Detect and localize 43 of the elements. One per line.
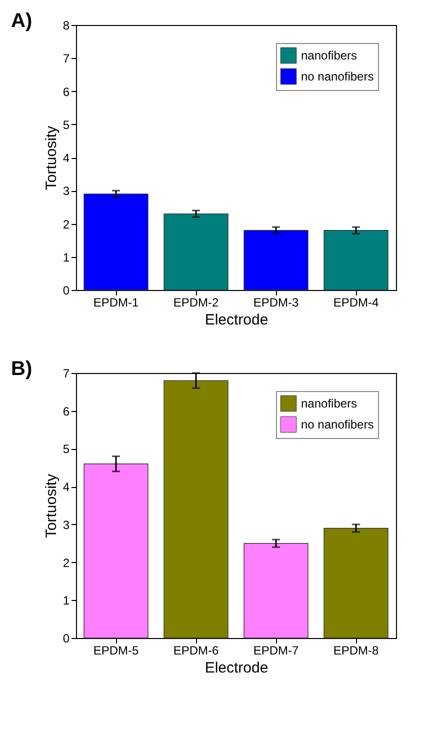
y-tick-label: 3 <box>62 518 70 532</box>
y-tick-label: 8 <box>62 18 70 32</box>
bar <box>164 380 228 638</box>
bar <box>84 464 148 638</box>
bar <box>324 528 388 638</box>
legend-label: nanofibers <box>301 396 358 410</box>
legend-label: no nanofibers <box>301 418 374 432</box>
y-tick-label: 4 <box>62 480 70 494</box>
y-tick-label: 1 <box>62 250 70 264</box>
y-tick-label: 0 <box>62 284 70 298</box>
y-axis-title: Tortuosity <box>42 473 60 538</box>
y-tick-label: 5 <box>62 118 70 132</box>
y-tick-label: 6 <box>62 84 70 99</box>
x-tick-label: EPDM-1 <box>93 296 139 310</box>
bar <box>244 543 308 638</box>
y-axis-title: Tortuosity <box>42 125 60 190</box>
x-tick-label: EPDM-8 <box>333 644 379 658</box>
x-tick-label: EPDM-2 <box>173 296 219 310</box>
y-tick-label: 0 <box>62 632 70 646</box>
x-axis-title: Electrode <box>204 660 268 676</box>
legend-label: no nanofibers <box>301 70 374 84</box>
y-tick-label: 4 <box>62 151 70 165</box>
legend-label: nanofibers <box>301 48 358 62</box>
x-tick-label: EPDM-5 <box>93 644 139 658</box>
bar <box>324 230 388 290</box>
y-tick-label: 6 <box>62 404 70 418</box>
x-tick-label: EPDM-4 <box>333 296 379 310</box>
chart-title: A) <box>11 10 32 32</box>
y-tick-label: 7 <box>62 366 70 380</box>
x-tick-label: EPDM-6 <box>173 644 219 658</box>
x-axis-title: Electrode <box>204 312 268 328</box>
bar <box>164 213 228 290</box>
y-tick-label: 1 <box>62 594 70 608</box>
y-tick-label: 7 <box>62 52 70 66</box>
y-tick-label: 3 <box>62 184 70 198</box>
y-tick-label: 2 <box>62 217 70 232</box>
x-tick-label: EPDM-3 <box>253 296 299 310</box>
chart-title: B) <box>11 358 32 380</box>
x-tick-label: EPDM-7 <box>253 644 299 658</box>
y-tick-label: 2 <box>62 556 70 570</box>
bar <box>84 194 148 290</box>
y-tick-label: 5 <box>62 442 70 456</box>
bar <box>244 230 308 290</box>
